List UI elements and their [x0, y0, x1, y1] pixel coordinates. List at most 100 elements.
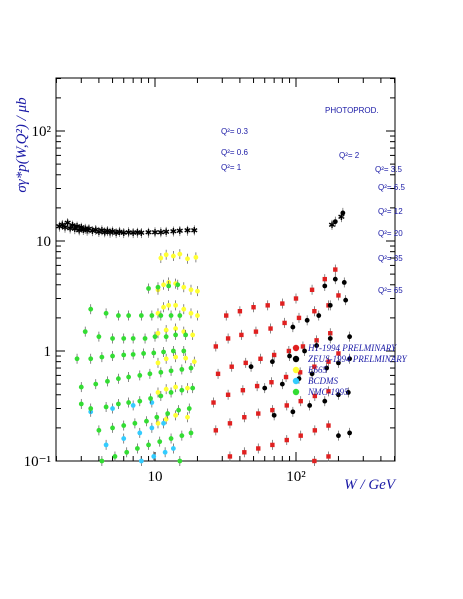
data-point: [124, 449, 130, 455]
data-point: [151, 350, 157, 356]
data-point: [271, 352, 277, 358]
data-point: [121, 352, 127, 358]
data-point: ✱: [92, 226, 100, 236]
data-point: [161, 420, 166, 426]
data-point: [340, 210, 346, 216]
data-point: [103, 310, 109, 316]
data-point: [243, 360, 248, 366]
data-point: [177, 251, 183, 257]
data-point: [314, 343, 320, 348]
data-point: [168, 390, 174, 395]
data-point: [179, 367, 185, 372]
data-point: [314, 338, 319, 343]
data-point: [326, 454, 331, 459]
data-point: [333, 267, 338, 272]
data-point: [181, 348, 187, 354]
data-point: [126, 313, 132, 318]
data-point: [138, 458, 144, 464]
data-point: [225, 392, 231, 397]
data-point: [144, 418, 149, 424]
data-point: [149, 313, 155, 318]
q2-bin-label: PHOTOPROD.: [325, 106, 379, 115]
data-point: [158, 393, 164, 399]
data-point: [254, 383, 260, 389]
data-point: [312, 458, 317, 464]
data-point: [211, 400, 216, 405]
data-point: [137, 430, 143, 436]
data-point: [158, 255, 164, 261]
legend-marker: [292, 388, 300, 396]
data-point: [168, 368, 174, 374]
data-point: [347, 334, 353, 340]
data-point: [225, 336, 231, 341]
axis-ticks: [55, 78, 396, 462]
data-point: [322, 283, 328, 289]
data-point: ✱: [98, 226, 106, 236]
data-point: [312, 428, 318, 433]
data-point: ✱: [157, 228, 165, 238]
data-point: [328, 331, 333, 336]
data-point: ✱: [71, 225, 79, 235]
data-point: [343, 297, 349, 303]
data-point: [286, 348, 292, 354]
q2-bin-label: Q²= 0.6: [221, 148, 248, 157]
q2-bin-label: Q²= 20: [378, 229, 403, 238]
data-point: [110, 336, 115, 341]
data-point: ✱: [120, 229, 128, 239]
data-point: [121, 336, 127, 341]
data-point: [165, 411, 171, 416]
data-point: [126, 400, 132, 405]
y-tick-label: 1: [44, 344, 52, 360]
data-point: [161, 282, 166, 288]
data-point: [112, 454, 118, 459]
data-point: [237, 309, 243, 314]
data-point: [227, 421, 233, 426]
data-point: [307, 403, 313, 408]
data-point: [168, 436, 174, 441]
data-point: [170, 446, 176, 451]
data-point: ✱: [191, 226, 199, 236]
data-point: [175, 282, 181, 288]
data-point: [185, 414, 190, 420]
data-point: [304, 317, 310, 323]
data-point: [213, 428, 219, 433]
data-point: ✱: [80, 226, 88, 236]
data-point: ✱: [61, 224, 69, 234]
series-2: [248, 207, 353, 441]
data-point: ✱: [59, 221, 67, 231]
data-point: [173, 412, 179, 418]
data-point: [270, 407, 275, 413]
series-3: [155, 249, 200, 429]
x-tick-label: 10²: [286, 469, 306, 485]
data-point: [188, 365, 194, 371]
data-point: [279, 381, 285, 387]
data-point: [271, 412, 277, 418]
data-point: [256, 411, 261, 416]
data-point: [326, 423, 331, 428]
q2-bin-label: Q²= 0.3: [221, 127, 248, 136]
data-point: ✱: [89, 227, 97, 237]
data-point: [173, 332, 179, 338]
data-point: [88, 406, 94, 411]
data-point: [151, 454, 157, 459]
data-point: [155, 330, 161, 336]
data-point: [162, 449, 168, 455]
data-point: [215, 371, 221, 377]
data-point: [242, 450, 247, 455]
data-point: [138, 313, 144, 318]
data-point: ✱: [101, 228, 109, 238]
data-point: [332, 219, 338, 225]
data-point: ✱: [73, 223, 81, 233]
y-tick-label: 10²: [32, 124, 52, 140]
data-point: [186, 406, 192, 411]
data-point: [82, 329, 88, 335]
data-point: [324, 365, 330, 371]
data-point: [181, 306, 187, 312]
data-point: [309, 371, 315, 377]
legend-label: BCDMS: [308, 376, 338, 386]
data-point: ✱: [106, 229, 114, 239]
data-point: [161, 304, 166, 310]
data-point: [227, 454, 233, 459]
data-point: [130, 352, 136, 357]
data-point: [195, 288, 200, 294]
